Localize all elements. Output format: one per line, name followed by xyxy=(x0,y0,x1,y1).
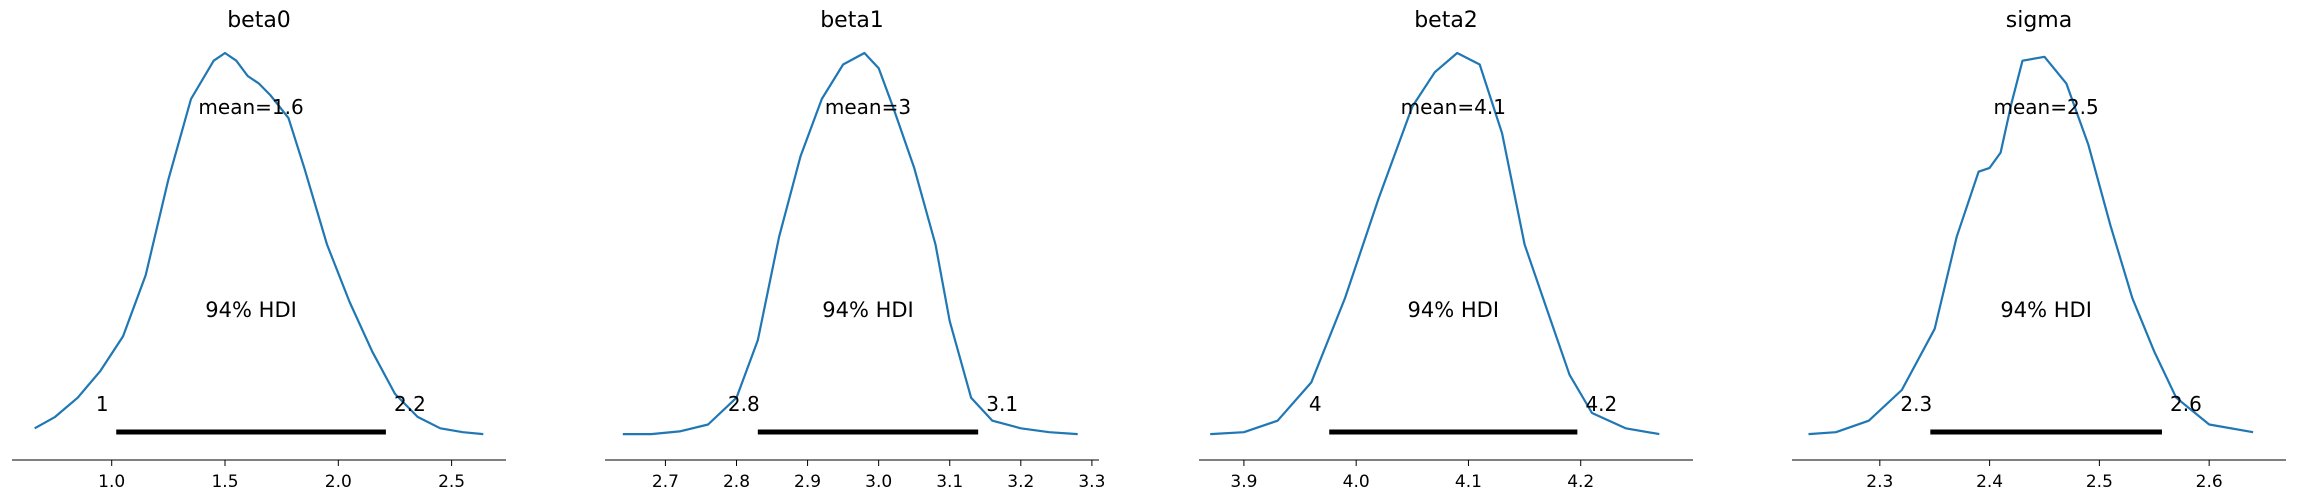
mean-label: mean=2.5 xyxy=(1993,95,2098,119)
x-tick-label: 2.8 xyxy=(723,472,750,492)
x-tick-label: 2.7 xyxy=(652,472,679,492)
x-tick-label: 1.5 xyxy=(211,472,238,492)
x-tick-label: 4.2 xyxy=(1567,472,1594,492)
subplot-title: beta1 xyxy=(820,8,884,33)
density-line xyxy=(1210,51,1660,436)
hdi-label: 94% HDI xyxy=(2000,298,2092,322)
hdi-label: 94% HDI xyxy=(822,298,914,322)
hdi-high-label: 3.1 xyxy=(986,392,1018,416)
x-tick-label: 3.3 xyxy=(1078,472,1105,492)
hdi-high-label: 4.2 xyxy=(1585,392,1617,416)
mean-label: mean=4.1 xyxy=(1401,95,1506,119)
hdi-label: 94% HDI xyxy=(205,298,297,322)
x-tick-label: 4.0 xyxy=(1343,472,1370,492)
hdi-high-label: 2.2 xyxy=(394,392,426,416)
subplot-sigma: sigma mean=2.5 94% HDI 2.3 2.6 2.3 2.4 2.5 2.6 xyxy=(1792,8,2286,492)
density-line xyxy=(1808,55,2254,436)
subplot-beta2: beta2 mean=4.1 94% HDI 4 4.2 3.9 4.0 4.1 4.2 xyxy=(1199,8,1693,492)
x-tick-label: 4.1 xyxy=(1455,472,1482,492)
hdi-label: 94% HDI xyxy=(1408,298,1500,322)
x-tick-label: 3.1 xyxy=(936,472,963,492)
subplot-title: beta0 xyxy=(227,8,291,33)
mean-label: mean=1.6 xyxy=(198,95,303,119)
hdi-low-label: 2.3 xyxy=(1900,392,1932,416)
x-tick-label: 3.2 xyxy=(1007,472,1034,492)
hdi-high-label: 2.6 xyxy=(2170,392,2202,416)
subplot-title: sigma xyxy=(2006,8,2072,33)
hdi-low-label: 4 xyxy=(1309,392,1322,416)
hdi-low-label: 2.8 xyxy=(728,392,760,416)
x-tick-label: 3.0 xyxy=(865,472,892,492)
x-tick-label: 1.0 xyxy=(98,472,125,492)
x-tick-label: 2.4 xyxy=(1976,472,2003,492)
subplot-title: beta2 xyxy=(1414,8,1478,33)
x-tick-label: 2.5 xyxy=(438,472,465,492)
hdi-low-label: 1 xyxy=(96,392,109,416)
x-tick-label: 2.9 xyxy=(794,472,821,492)
density-line xyxy=(34,51,484,436)
x-tick-label: 2.6 xyxy=(2196,472,2223,492)
x-tick-label: 2.5 xyxy=(2086,472,2113,492)
x-tick-label: 2.3 xyxy=(1866,472,1893,492)
subplot-beta0: beta0 mean=1.6 94% HDI 1 2.2 1.0 1.5 2.0 2.5 xyxy=(12,8,506,492)
density-line xyxy=(622,51,1078,436)
x-tick-label: 2.0 xyxy=(325,472,352,492)
mean-label: mean=3 xyxy=(825,95,911,119)
subplot-beta1: beta1 mean=3 94% HDI 2.8 3.1 2.7 2.8 2.9 3.0 3.1 3… xyxy=(605,8,1105,492)
x-tick-label: 3.9 xyxy=(1230,472,1257,492)
